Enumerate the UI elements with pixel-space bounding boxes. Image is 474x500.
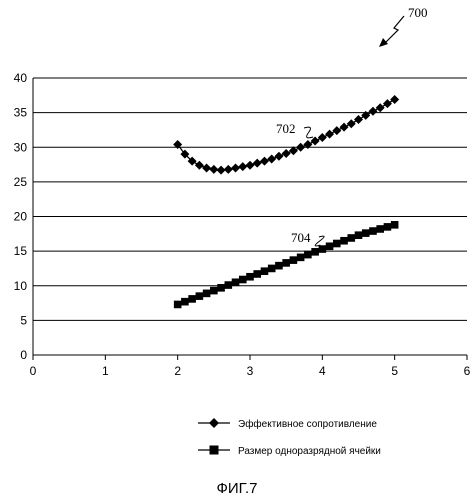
figure-ref-number: 700	[408, 5, 428, 20]
data-point	[210, 287, 218, 295]
data-point	[232, 278, 240, 286]
data-point	[376, 225, 384, 233]
data-point	[304, 251, 312, 259]
data-point	[217, 284, 225, 292]
y-tick-label: 35	[14, 106, 28, 120]
data-point	[246, 161, 255, 170]
grid-lines	[33, 78, 467, 320]
x-tick-label: 2	[174, 364, 181, 378]
series-2	[174, 221, 399, 308]
legend: Эффективное сопротивление Размер одноразр…	[198, 418, 381, 457]
x-tick-label: 5	[391, 364, 398, 378]
data-point	[383, 99, 392, 108]
tick-labels: 0 5 10 15 20 25 30 35 40 0 1 2 3 4 5 6	[14, 71, 471, 378]
data-point	[260, 157, 269, 166]
data-point	[225, 281, 233, 289]
data-point	[354, 115, 363, 124]
data-point	[282, 259, 290, 267]
data-point	[319, 245, 327, 253]
data-point	[239, 276, 247, 284]
data-point	[209, 165, 218, 174]
y-tick-label: 25	[14, 175, 28, 189]
x-tick-label: 4	[319, 364, 326, 378]
data-point	[362, 229, 370, 237]
figure-caption: ФИГ.7	[217, 480, 258, 497]
data-point	[275, 262, 283, 270]
data-point	[217, 166, 226, 175]
data-point	[238, 162, 247, 171]
y-tick-label: 20	[14, 210, 28, 224]
data-point	[268, 265, 276, 273]
y-tick-label: 5	[20, 313, 27, 327]
figure-ref-arrowhead	[379, 38, 388, 47]
data-point	[253, 159, 262, 168]
data-point	[246, 273, 254, 281]
legend-marker	[209, 418, 219, 428]
legend-item: Размер одноразрядной ячейки	[198, 446, 381, 458]
y-tick-label: 10	[14, 279, 28, 293]
data-point	[188, 295, 196, 303]
y-tick-label: 0	[20, 348, 27, 362]
data-point	[224, 165, 233, 174]
data-point	[391, 221, 399, 229]
data-point	[326, 242, 334, 250]
data-point	[181, 298, 189, 306]
axes	[33, 78, 467, 360]
figure-ref-arrow	[384, 16, 404, 44]
data-point	[203, 290, 211, 298]
data-point	[253, 270, 261, 278]
data-point	[347, 234, 355, 242]
y-tick-label: 15	[14, 244, 28, 258]
data-point	[196, 292, 204, 300]
legend-item: Эффективное сопротивление	[198, 418, 377, 430]
data-point	[261, 267, 269, 275]
y-tick-label: 30	[14, 140, 28, 154]
data-point	[384, 223, 392, 231]
data-point	[231, 164, 240, 173]
legend-label: Размер одноразрядной ячейки	[238, 446, 381, 457]
callout-leader	[304, 127, 313, 138]
data-point	[297, 254, 305, 262]
legend-label: Эффективное сопротивление	[238, 418, 377, 430]
callout-leader	[315, 236, 324, 246]
data-point	[311, 248, 319, 256]
x-tick-label: 1	[102, 364, 109, 378]
x-tick-label: 6	[464, 364, 471, 378]
data-point	[333, 240, 341, 248]
series-ref-label: 704	[291, 230, 311, 245]
data-point	[390, 95, 399, 104]
y-tick-label: 40	[14, 71, 28, 85]
x-tick-label: 3	[247, 364, 254, 378]
legend-marker	[210, 446, 219, 455]
data-point	[290, 256, 298, 264]
data-point	[340, 237, 348, 245]
series-ref-label: 702	[276, 121, 296, 136]
data-point	[369, 227, 377, 235]
x-tick-label: 0	[30, 364, 37, 378]
data-point	[355, 231, 363, 239]
data-point	[174, 301, 182, 309]
